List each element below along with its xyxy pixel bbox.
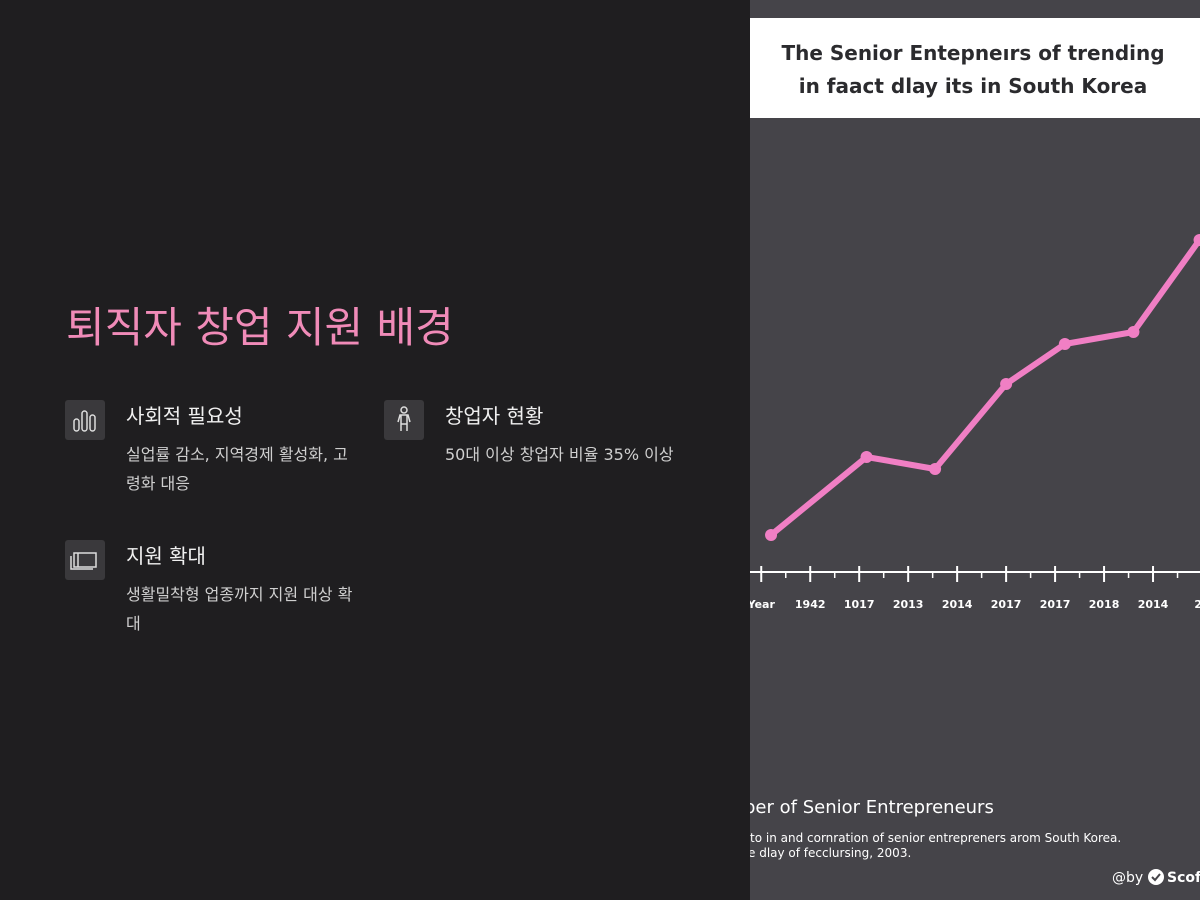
note: e dlay of fecclursing, 2003. bbox=[750, 846, 911, 860]
icon-chart bbox=[65, 400, 105, 440]
chart-background bbox=[750, 0, 1200, 900]
item-heading: 창업자 현황 bbox=[445, 404, 544, 428]
x-tick-label: 1017 bbox=[844, 598, 875, 611]
slide-title: 퇴직자 창업 지원 배경 bbox=[66, 303, 454, 352]
x-tick-label: Year bbox=[750, 598, 775, 611]
x-tick-label: 2018 bbox=[1089, 598, 1120, 611]
x-tick-label: 2017 bbox=[991, 598, 1022, 611]
icon-person bbox=[384, 400, 424, 440]
chart-title: in faact dlay its in South Korea bbox=[799, 74, 1147, 98]
slide-panel: 퇴직자 창업 지원 배경 사회적 필요성 실업률 감소, 지역경제 활성화, 고… bbox=[65, 303, 674, 633]
chart-title: The Senior Entepneırs of trending bbox=[781, 41, 1164, 65]
x-tick-label: 2013 bbox=[893, 598, 924, 611]
item-text: 실업률 감소, 지역경제 활성화, 고령화 대응 bbox=[126, 445, 348, 493]
x-tick-label: 1942 bbox=[795, 598, 826, 611]
x-tick-label: 2014 bbox=[942, 598, 973, 611]
axis-label: ber of Senior Entrepreneurs bbox=[750, 797, 994, 818]
point bbox=[765, 529, 778, 541]
title-box bbox=[750, 18, 1200, 118]
chart-image: The Senior Entepneırs of trending in faa… bbox=[750, 0, 1200, 900]
item-heading: 지원 확대 bbox=[126, 544, 206, 568]
brand-icon-check bbox=[1151, 873, 1161, 882]
x-tick-label: 20 bbox=[1194, 598, 1200, 611]
x-tick-label: 2014 bbox=[1138, 598, 1169, 611]
point bbox=[860, 451, 873, 463]
point bbox=[1000, 378, 1013, 390]
item-text: 생활밀착형 업종까지 지원 대상 확대 bbox=[126, 585, 353, 633]
item-text: 50대 이상 창업자 비율 35% 이상 bbox=[445, 445, 674, 464]
note: to in and cornration of senior entrepren… bbox=[750, 831, 1121, 845]
point bbox=[929, 463, 942, 475]
brand-icon bbox=[1148, 869, 1164, 885]
icon-ticket bbox=[65, 540, 105, 580]
credit: @by bbox=[1112, 870, 1143, 886]
point bbox=[1193, 234, 1200, 246]
x-tick-label: 2017 bbox=[1040, 598, 1071, 611]
point bbox=[1058, 338, 1071, 350]
brand: Scof bbox=[1167, 870, 1200, 886]
item-heading: 사회적 필요성 bbox=[126, 404, 243, 428]
point bbox=[1127, 326, 1140, 338]
